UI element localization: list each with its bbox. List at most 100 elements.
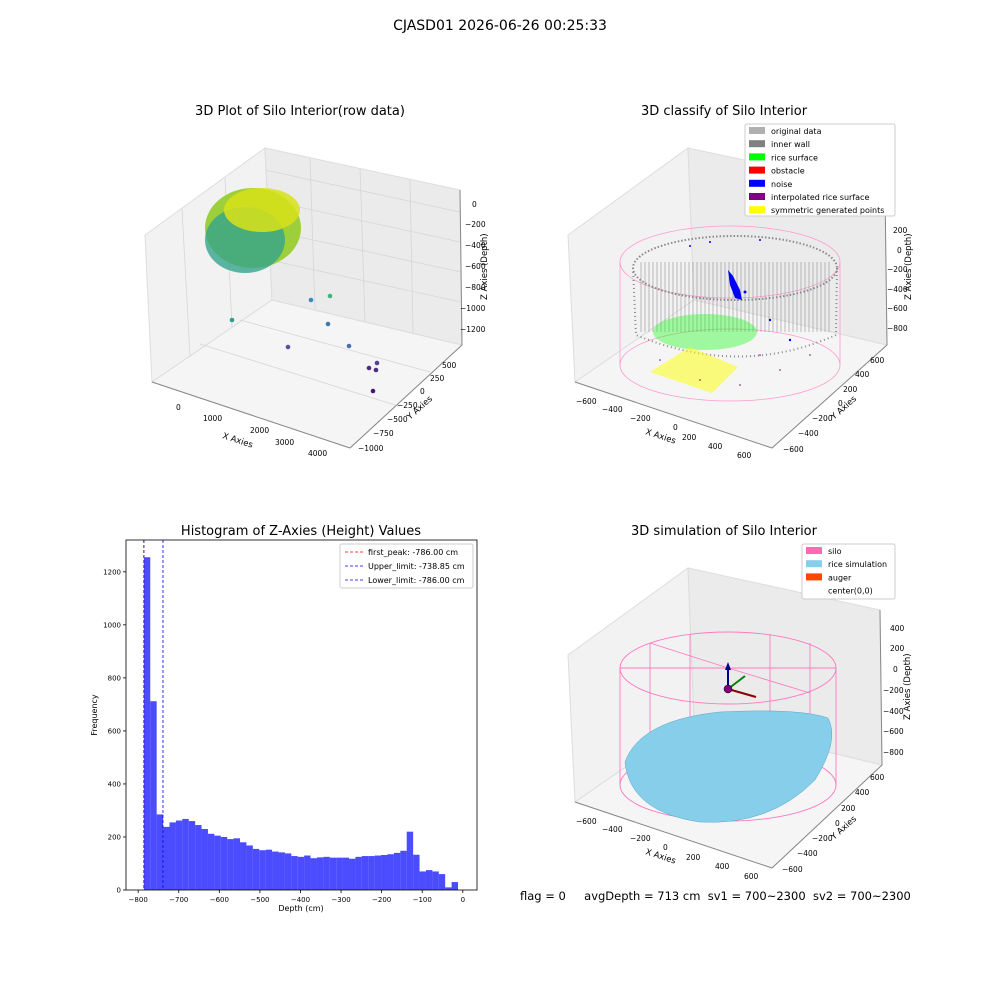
raw-ztick: −600 bbox=[465, 262, 486, 271]
histogram-bar bbox=[175, 820, 183, 890]
histogram-bar bbox=[329, 857, 337, 890]
histogram-xlabel: Depth (cm) bbox=[278, 904, 323, 913]
simulation-xtick: 200 bbox=[686, 853, 701, 862]
raw-xtick: 4000 bbox=[308, 449, 327, 458]
raw-ytick: −250 bbox=[397, 401, 418, 410]
histogram-ytick-label: 1200 bbox=[103, 568, 121, 576]
histogram-bar bbox=[355, 856, 362, 890]
histogram-bar bbox=[438, 874, 446, 890]
classify-legend-swatch bbox=[749, 127, 765, 134]
simulation-legend-swatch bbox=[806, 586, 822, 594]
classify-inner-wall bbox=[632, 235, 838, 358]
simulation-ytick: −600 bbox=[782, 865, 803, 874]
classify-legend-label: inner wall bbox=[771, 140, 810, 149]
classify-ztick: −200 bbox=[887, 265, 908, 274]
histogram-bar bbox=[182, 818, 189, 890]
histogram-bar bbox=[393, 852, 401, 890]
simulation-ytick: −200 bbox=[812, 834, 833, 843]
classify-ztick: 0 bbox=[897, 246, 902, 255]
simulation-ztick: 200 bbox=[890, 644, 905, 653]
simulation-xlabel: X Axies bbox=[644, 847, 677, 866]
classify-rice-surface bbox=[653, 314, 757, 350]
histogram-xtick-label: −800 bbox=[129, 896, 148, 904]
histogram-xtick-label: 0 bbox=[461, 896, 465, 904]
histogram-bar bbox=[361, 856, 369, 890]
histogram-x-ticks: −800 −700 −600 −500 −400 −300 −200 −100 0 bbox=[129, 890, 465, 904]
histogram-bar bbox=[323, 856, 330, 890]
status-line: flag = 0 avgDepth = 713 cm sv1 = 700~230… bbox=[520, 889, 911, 903]
classify-plot-title: 3D classify of Silo Interior bbox=[640, 104, 808, 119]
raw-ytick: 0 bbox=[420, 387, 425, 396]
histogram-bar bbox=[150, 701, 157, 890]
histogram-bar bbox=[368, 856, 375, 890]
simulation-ytick: 400 bbox=[855, 788, 870, 797]
histogram-bar bbox=[207, 833, 215, 890]
simulation-xtick: −200 bbox=[630, 834, 651, 843]
simulation-ztick: −400 bbox=[883, 707, 904, 716]
classify-ytick: 600 bbox=[870, 356, 885, 365]
histogram-xtick-label: −400 bbox=[291, 896, 310, 904]
histogram-bar bbox=[336, 857, 343, 890]
classify-symmetric-points bbox=[650, 347, 738, 393]
simulation-ztick: 0 bbox=[893, 665, 898, 674]
classify-interpolated-surface bbox=[659, 354, 811, 386]
raw-ztick: −1000 bbox=[460, 304, 486, 313]
raw-ztick: −1200 bbox=[460, 325, 486, 334]
histogram-reference-lines bbox=[143, 540, 164, 890]
classify-legend: original data inner wall rice surface obsta… bbox=[744, 123, 896, 217]
raw-xtick: 0 bbox=[176, 403, 181, 412]
classify-ztick: −800 bbox=[887, 324, 908, 333]
simulation-ylabel: Y Axies bbox=[829, 814, 860, 843]
histogram-bar bbox=[381, 855, 388, 890]
raw-ytick: 500 bbox=[442, 361, 457, 370]
classify-ztick: −400 bbox=[887, 285, 908, 294]
classify-ztick: −600 bbox=[887, 304, 908, 313]
histogram-legend-label: first_peak: -786.00 cm bbox=[368, 548, 458, 557]
histogram-legend: first_peak: -786.00 cm Upper_limit: -738.… bbox=[339, 543, 474, 589]
classify-legend-label: obstacle bbox=[771, 167, 805, 176]
histogram-bar bbox=[451, 882, 459, 890]
raw-x-axis-line bbox=[151, 381, 351, 449]
simulation-xtick: −400 bbox=[602, 825, 623, 834]
classify-zlabel: Z Axies (Depth) bbox=[904, 233, 914, 300]
classify-ytick: −200 bbox=[812, 414, 833, 423]
histogram-bar bbox=[342, 857, 350, 890]
simulation-ztick: 400 bbox=[890, 624, 905, 633]
classify-y-axis-line bbox=[771, 344, 888, 449]
histogram-bar bbox=[214, 835, 221, 890]
raw-xtick: 3000 bbox=[275, 438, 294, 447]
status-sv2: sv2 = 700~2300 bbox=[812, 889, 911, 903]
status-sv1: sv1 = 700~2300 bbox=[707, 889, 806, 903]
classify-legend-swatch bbox=[749, 193, 765, 200]
classify-xtick: 600 bbox=[737, 451, 752, 460]
histogram-bar bbox=[445, 887, 452, 890]
histogram-bar bbox=[278, 852, 285, 890]
simulation-plot-title: 3D simulation of Silo Interior bbox=[631, 524, 817, 539]
classify-xtick: −400 bbox=[602, 405, 623, 414]
histogram-bar bbox=[188, 821, 196, 890]
classify-noise bbox=[689, 239, 792, 342]
simulation-xtick: 400 bbox=[715, 862, 730, 871]
classify-ytick: 200 bbox=[843, 385, 858, 394]
classify-legend-label: interpolated rice surface bbox=[771, 193, 869, 202]
simulation-ytick: 0 bbox=[835, 819, 840, 828]
raw-ytick: 250 bbox=[430, 374, 445, 383]
status-flag: flag = 0 bbox=[520, 889, 566, 903]
histogram-xtick-label: −500 bbox=[250, 896, 269, 904]
histogram-frame bbox=[125, 539, 478, 891]
simulation-ztick: −600 bbox=[883, 727, 904, 736]
histogram-xtick-label: −300 bbox=[331, 896, 350, 904]
raw-ztick: −400 bbox=[465, 241, 486, 250]
classify-legend-swatch bbox=[749, 179, 765, 187]
classify-xtick: −200 bbox=[630, 414, 651, 423]
simulation-legend-swatch bbox=[806, 547, 822, 554]
histogram-legend-label: Lower_limit: -786.00 cm bbox=[368, 576, 465, 585]
classify-legend-swatch bbox=[749, 140, 765, 148]
histogram-ylabel: Frequency bbox=[90, 694, 99, 736]
raw-plot-title: 3D Plot of Silo Interior(row data) bbox=[195, 104, 405, 119]
histogram-xtick-label: −700 bbox=[169, 896, 188, 904]
simulation-rice-surface bbox=[624, 710, 833, 823]
classify-x-axis-line bbox=[574, 381, 773, 449]
simulation-xtick: 0 bbox=[663, 843, 668, 852]
